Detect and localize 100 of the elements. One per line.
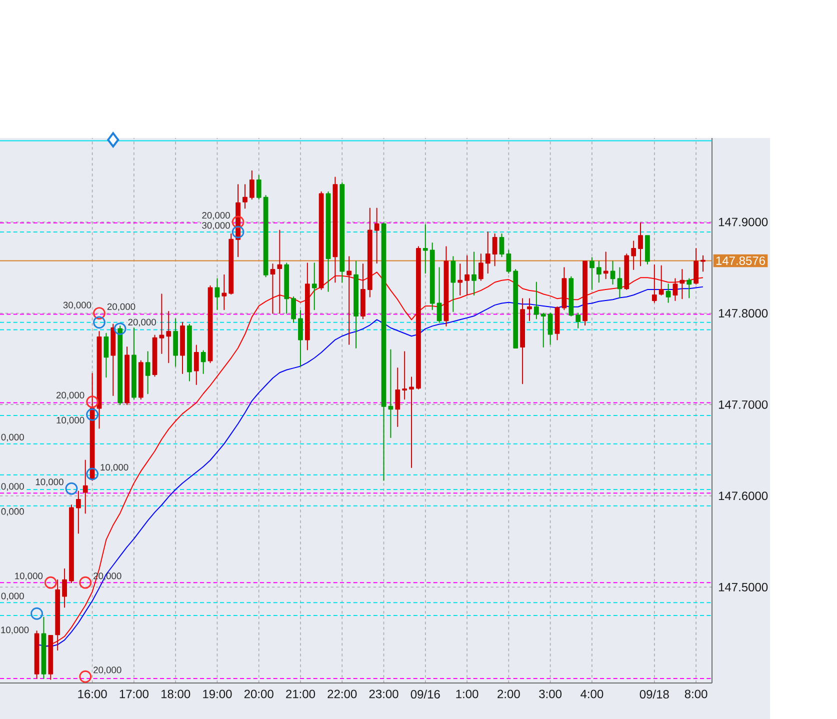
annotation: 20,000 (56, 392, 84, 400)
candlestick (332, 176, 338, 283)
point (30, 607, 43, 620)
candlestick (430, 242, 435, 310)
candlestick (55, 579, 60, 651)
x-tick-label: 17:00 (120, 690, 148, 698)
y-tick-label: 147.9000 (718, 218, 768, 226)
candlestick (166, 310, 172, 364)
candlestick (603, 252, 608, 280)
candlestick (409, 376, 414, 468)
x-tick-label: 3:00 (539, 690, 562, 698)
candlestick (472, 252, 476, 296)
candlestick (658, 265, 664, 296)
candlestick (62, 568, 67, 608)
candlestick (388, 349, 394, 438)
annotation: 30,000 (202, 222, 230, 230)
candlestick (444, 246, 449, 327)
candlestick (96, 331, 102, 429)
annotation: 20,000 (107, 303, 136, 312)
candlestick (402, 351, 408, 400)
candlestick (680, 268, 685, 300)
candlestick (187, 324, 192, 382)
point (93, 316, 106, 329)
candlestick (499, 233, 504, 258)
candlestick (124, 346, 130, 406)
candlestick (249, 170, 254, 200)
candlestick (41, 616, 46, 679)
candlestick (145, 351, 150, 394)
candlestick (422, 224, 428, 274)
point (86, 396, 98, 408)
candlestick (582, 260, 588, 326)
x-tick-label: 09/16 (410, 690, 440, 699)
x-tick-label: 22:00 (328, 690, 357, 698)
candlestick (346, 256, 352, 345)
candlestick (436, 267, 442, 323)
y-tick-label: 147.6000 (718, 492, 768, 500)
candlestick (173, 318, 178, 367)
candlestick (34, 630, 40, 679)
ref-line-label: 147.8576 (716, 256, 765, 265)
candlestick (624, 253, 630, 290)
candlestick (381, 222, 386, 481)
candlestick (104, 332, 109, 378)
annotation: 0,000 (1, 434, 24, 442)
candlestick (562, 267, 567, 310)
candlestick (326, 191, 331, 292)
annotation: 20,000 (202, 212, 230, 220)
candlestick (666, 284, 671, 303)
x-tick-label: 23:00 (369, 690, 398, 698)
candlestick (340, 182, 345, 283)
candlestick (540, 312, 546, 348)
candlestick (76, 490, 81, 534)
candlestick (686, 278, 692, 298)
candlestick (576, 312, 581, 328)
candlestick (596, 260, 602, 283)
candlestick (180, 322, 185, 374)
point (232, 216, 244, 228)
candlestick (132, 327, 136, 400)
point (86, 408, 98, 421)
candlestick (48, 635, 54, 680)
candlestick (638, 222, 643, 266)
candlestick (228, 233, 234, 295)
annotation: 10,000 (1, 626, 29, 634)
candlestick (506, 250, 512, 274)
candlestick (256, 174, 262, 200)
candlestick (534, 282, 539, 320)
x-tick-label: 2:00 (498, 690, 520, 698)
x-tick-label: 19:00 (203, 690, 232, 698)
x-tick-label: 21:00 (286, 690, 316, 698)
x-tick-label: 8:00 (684, 690, 708, 698)
candlestick (458, 263, 463, 296)
candlestick (284, 262, 290, 314)
candlestick (513, 268, 518, 348)
annotation: 10,000 (100, 464, 128, 472)
candlestick (527, 298, 532, 322)
candlestick (645, 235, 650, 264)
point (65, 482, 78, 495)
candlestick (590, 257, 594, 290)
candlestick (118, 326, 123, 406)
y-tick-label: 147.5000 (718, 582, 768, 592)
y-tick-label: 147.7000 (718, 400, 768, 409)
y-tick-label: 147.8000 (718, 309, 768, 318)
candlestick (478, 253, 484, 281)
annotation: 30,000 (63, 302, 92, 310)
candlestick (312, 262, 317, 310)
annotation: 0,000 (1, 508, 24, 516)
annotation: 0,000 (1, 483, 24, 491)
point (86, 468, 98, 480)
candlestick (194, 344, 199, 385)
candlestick (464, 255, 470, 296)
candlestick (200, 350, 206, 374)
candlestick (367, 208, 372, 298)
candlestick (360, 263, 366, 320)
candlestick (138, 360, 144, 400)
candlestick (159, 294, 164, 354)
x-tick-label: 18:00 (161, 690, 190, 698)
candlestick (277, 230, 282, 314)
point (232, 226, 244, 238)
point (107, 132, 120, 148)
candlestick (374, 208, 380, 264)
annotation: 20,000 (94, 666, 122, 674)
